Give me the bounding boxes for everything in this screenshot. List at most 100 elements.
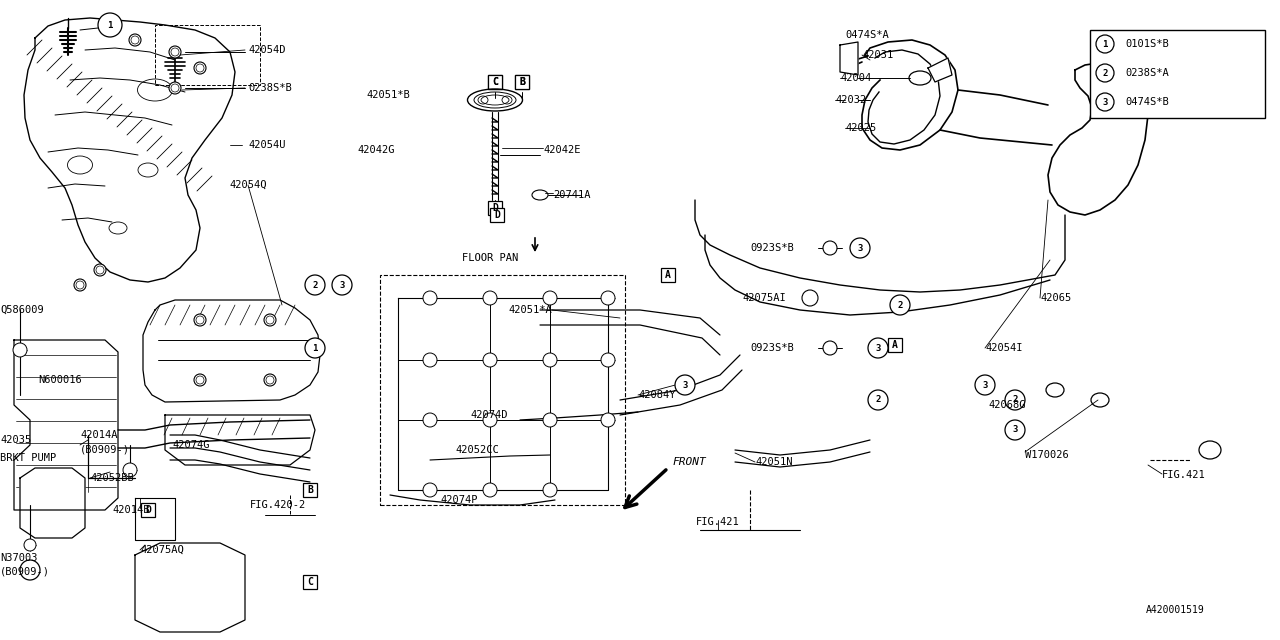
Circle shape	[93, 264, 106, 276]
Text: A420001519: A420001519	[1147, 605, 1204, 615]
Circle shape	[823, 241, 837, 255]
Text: 3: 3	[876, 344, 881, 353]
Circle shape	[99, 13, 122, 37]
Circle shape	[195, 62, 206, 74]
Text: 42051*A: 42051*A	[508, 305, 552, 315]
Text: 42052CC: 42052CC	[454, 445, 499, 455]
Text: N600016: N600016	[38, 375, 82, 385]
Polygon shape	[840, 42, 858, 75]
Text: (B0909-): (B0909-)	[0, 567, 50, 577]
Circle shape	[264, 314, 276, 326]
Text: FLOOR PAN: FLOOR PAN	[462, 253, 518, 263]
Circle shape	[602, 291, 614, 305]
Bar	[155, 25, 260, 85]
Polygon shape	[14, 340, 118, 510]
Circle shape	[305, 275, 325, 295]
Text: D: D	[492, 203, 498, 213]
Circle shape	[483, 353, 497, 367]
Text: D: D	[145, 505, 151, 515]
Text: 1: 1	[108, 20, 113, 29]
Text: 42031: 42031	[861, 50, 893, 60]
Text: 42051N: 42051N	[755, 457, 792, 467]
Circle shape	[483, 291, 497, 305]
Circle shape	[803, 290, 818, 306]
Text: 42014B: 42014B	[113, 505, 150, 515]
Circle shape	[1005, 390, 1025, 410]
Circle shape	[543, 353, 557, 367]
Polygon shape	[134, 543, 244, 632]
Text: 42004: 42004	[840, 73, 872, 83]
Circle shape	[850, 238, 870, 258]
Text: 0474S*B: 0474S*B	[1125, 97, 1169, 107]
Text: C: C	[492, 77, 498, 87]
Text: 42042E: 42042E	[543, 145, 581, 155]
Text: W170026: W170026	[1025, 450, 1069, 460]
Text: 0238S*B: 0238S*B	[248, 83, 292, 93]
Text: FIG.420-2: FIG.420-2	[250, 500, 306, 510]
Text: 0923S*B: 0923S*B	[750, 343, 794, 353]
Bar	[1091, 30, 1265, 118]
Text: 0101S*B: 0101S*B	[1125, 39, 1169, 49]
Text: 3: 3	[682, 381, 687, 390]
Text: 42068G: 42068G	[988, 400, 1025, 410]
Text: 42032: 42032	[835, 95, 867, 105]
Circle shape	[675, 375, 695, 395]
Text: 42075AI: 42075AI	[742, 293, 786, 303]
Polygon shape	[24, 18, 236, 282]
Bar	[303, 575, 317, 589]
Polygon shape	[1048, 62, 1148, 215]
Polygon shape	[143, 300, 320, 402]
Circle shape	[1005, 420, 1025, 440]
Polygon shape	[165, 415, 315, 465]
Text: 3: 3	[1012, 426, 1018, 435]
Text: 3: 3	[339, 280, 344, 289]
Text: 42054U: 42054U	[248, 140, 285, 150]
Text: 3: 3	[858, 243, 863, 253]
Bar	[488, 75, 502, 89]
Text: 20741A: 20741A	[553, 190, 590, 200]
Circle shape	[169, 46, 180, 58]
Text: B: B	[520, 77, 525, 87]
Circle shape	[483, 413, 497, 427]
Circle shape	[20, 560, 40, 580]
Text: 2: 2	[312, 280, 317, 289]
Text: D: D	[494, 210, 500, 220]
Circle shape	[332, 275, 352, 295]
Circle shape	[543, 413, 557, 427]
Text: 1: 1	[312, 344, 317, 353]
Bar	[515, 75, 529, 89]
Text: 42074D: 42074D	[470, 410, 507, 420]
Circle shape	[1096, 93, 1114, 111]
Circle shape	[123, 463, 137, 477]
Text: BRKT PUMP: BRKT PUMP	[0, 453, 56, 463]
Text: 42054I: 42054I	[986, 343, 1023, 353]
Text: 3: 3	[982, 381, 988, 390]
Text: 42042G: 42042G	[357, 145, 396, 155]
Text: 42025: 42025	[845, 123, 877, 133]
Bar	[488, 201, 502, 215]
Circle shape	[1096, 35, 1114, 53]
Bar	[515, 75, 529, 89]
Circle shape	[868, 390, 888, 410]
Text: 0923S*B: 0923S*B	[750, 243, 794, 253]
Polygon shape	[928, 58, 952, 82]
Circle shape	[422, 483, 436, 497]
Text: A: A	[892, 340, 899, 350]
Bar	[488, 75, 502, 89]
Circle shape	[195, 314, 206, 326]
Text: 2: 2	[897, 301, 902, 310]
Circle shape	[602, 413, 614, 427]
Circle shape	[13, 343, 27, 357]
Text: 42014A: 42014A	[81, 430, 118, 440]
Polygon shape	[20, 468, 84, 538]
Bar	[888, 338, 902, 352]
Text: 1: 1	[1102, 40, 1107, 49]
Circle shape	[74, 279, 86, 291]
Circle shape	[264, 374, 276, 386]
Text: 2: 2	[1012, 396, 1018, 404]
Text: 42052BB: 42052BB	[90, 473, 133, 483]
Bar	[380, 275, 625, 505]
Text: FIG.421: FIG.421	[1162, 470, 1206, 480]
Text: A: A	[666, 270, 671, 280]
Bar	[490, 208, 504, 222]
